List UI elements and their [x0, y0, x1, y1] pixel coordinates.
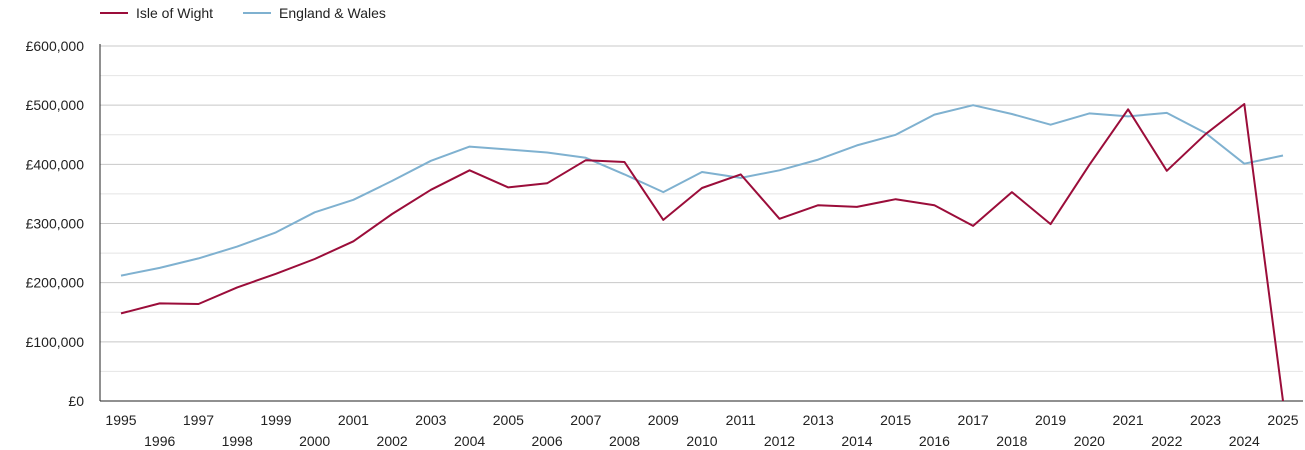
x-tick-label: 2020: [1074, 433, 1105, 449]
x-tick-label: 2014: [841, 433, 872, 449]
x-tick-label: 2005: [493, 412, 524, 428]
x-tick-label: 2006: [531, 433, 562, 449]
x-tick-label: 2001: [338, 412, 369, 428]
x-tick-label: 1996: [144, 433, 175, 449]
x-tick-label: 2019: [1035, 412, 1066, 428]
y-tick-label: £100,000: [26, 334, 85, 350]
x-tick-label: 2004: [454, 433, 485, 449]
x-tick-label: 2011: [726, 412, 756, 428]
x-tick-label: 2013: [803, 412, 834, 428]
y-tick-label: £200,000: [26, 275, 85, 291]
x-tick-label: 2015: [880, 412, 911, 428]
legend-item-isle-of-wight[interactable]: Isle of Wight: [100, 5, 213, 21]
x-tick-label: 2018: [996, 433, 1027, 449]
legend-label-england-wales: England & Wales: [279, 5, 386, 21]
series-line-isle-of-wight: [120, 103, 1284, 402]
legend-swatch-england-wales: [243, 12, 272, 14]
y-tick-label: £0: [68, 393, 84, 409]
x-tick-label: 2021: [1112, 412, 1143, 428]
legend-swatch-isle-of-wight: [100, 12, 128, 14]
x-tick-label: 2024: [1229, 433, 1260, 449]
series-line-england-wales: [120, 104, 1284, 277]
chart-legend: Isle of Wight England & Wales: [100, 3, 416, 23]
x-tick-label: 2009: [648, 412, 679, 428]
x-tick-label: 2012: [764, 433, 795, 449]
x-tick-label: 2016: [919, 433, 950, 449]
y-tick-label: £400,000: [26, 156, 85, 172]
y-tick-label: £300,000: [26, 216, 85, 232]
x-tick-label: 2017: [958, 412, 989, 428]
x-tick-label: 2003: [415, 412, 446, 428]
x-tick-label: 2023: [1190, 412, 1221, 428]
legend-label-isle-of-wight: Isle of Wight: [136, 5, 214, 21]
legend-item-england-wales[interactable]: England & Wales: [243, 5, 386, 21]
x-tick-label: 1999: [260, 412, 291, 428]
x-tick-label: 2010: [686, 433, 717, 449]
x-tick-label: 2000: [299, 433, 330, 449]
x-tick-label: 2007: [570, 412, 601, 428]
x-tick-label: 1995: [105, 412, 136, 428]
x-tick-label: 2002: [377, 433, 408, 449]
x-tick-label: 2025: [1267, 412, 1298, 428]
y-tick-label: £600,000: [26, 38, 85, 54]
x-tick-label: 2022: [1151, 433, 1182, 449]
y-tick-label: £500,000: [26, 97, 85, 113]
x-tick-label: 1998: [222, 433, 253, 449]
x-tick-label: 1997: [183, 412, 214, 428]
x-tick-label: 2008: [609, 433, 640, 449]
